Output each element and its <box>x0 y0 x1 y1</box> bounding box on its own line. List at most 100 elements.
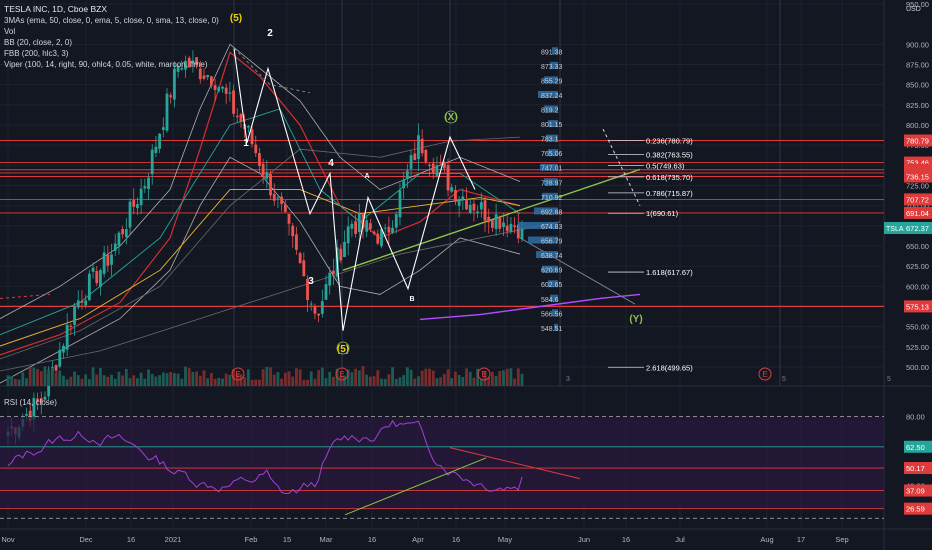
rsi-legend[interactable]: RSI (14, close) <box>4 398 57 407</box>
volume-bar <box>209 373 213 386</box>
time-tick: 17 <box>797 535 805 544</box>
volume-bar <box>479 378 483 386</box>
volume-bar <box>121 375 125 386</box>
volume-profile-bar <box>552 47 558 55</box>
candle-body <box>365 220 369 232</box>
candle-body <box>102 252 106 274</box>
volume-bar <box>154 376 158 386</box>
volume-bar <box>158 375 162 386</box>
time-tick: Sep <box>835 535 848 544</box>
time-tick: Feb <box>245 535 258 544</box>
candle-body <box>235 115 239 118</box>
volume-bar <box>420 370 424 386</box>
candle-body <box>239 114 243 122</box>
candle-body <box>110 254 113 265</box>
volume-bar <box>165 373 169 386</box>
earnings-marker-icon <box>477 367 491 381</box>
candle-body <box>209 76 213 86</box>
volume-profile-label: 765.06 <box>541 151 563 158</box>
candle-body <box>428 164 431 166</box>
volume-bar <box>169 372 173 386</box>
time-tick: 16 <box>622 535 630 544</box>
volume-bar <box>291 376 295 386</box>
volume-bar <box>10 376 14 386</box>
candle-body <box>520 227 524 239</box>
volume-bar <box>354 368 357 386</box>
volume-bar <box>498 371 502 386</box>
candle-body <box>173 68 176 100</box>
price-tick: 725.00 <box>906 182 929 191</box>
fib-label: 0.382(763.55) <box>646 150 693 159</box>
volume-profile-bar <box>546 134 558 142</box>
volume-bar <box>328 371 332 386</box>
earnings-marker-icon <box>231 367 245 381</box>
fbb-upper-line <box>0 136 521 360</box>
price-tag-text: 753.46 <box>906 159 929 168</box>
rsi-tag-text: 50.17 <box>906 464 925 473</box>
volume-bar <box>509 368 513 386</box>
wave-label-4: A <box>364 173 369 180</box>
volume-profile-bar <box>554 323 558 331</box>
candle-body <box>313 306 317 314</box>
candle-body <box>272 193 276 201</box>
volume-bar <box>417 376 420 386</box>
volume-profile-label: 837.24 <box>541 93 563 100</box>
event-count: 3 <box>566 376 570 383</box>
candle-body <box>184 60 187 70</box>
volume-profile-label: 656.79 <box>541 239 563 246</box>
volume-profile-bar <box>534 207 558 215</box>
candle-body <box>283 204 287 212</box>
volume-bar <box>62 375 65 386</box>
volume-profile-label: 873.33 <box>541 64 563 71</box>
volume-bar <box>309 371 313 386</box>
candle-body <box>269 174 272 196</box>
price-tick: 950.00 <box>906 0 929 9</box>
candle-body <box>472 203 476 211</box>
fib-levels: 0.236(780.79) 0.382(763.55) 0.5(749.63) 0.6… <box>608 136 693 372</box>
event-count: 5 <box>887 376 891 383</box>
volume-bar <box>376 370 380 386</box>
volume-profile-label: 819.2 <box>541 108 559 115</box>
candle-body <box>106 254 110 266</box>
price-tick: 700.00 <box>906 202 929 211</box>
volume-bar <box>346 369 350 386</box>
time-tick: Aug <box>760 535 773 544</box>
volume-bar <box>191 372 195 386</box>
time-tick: 2021 <box>165 535 182 544</box>
volume-bar <box>6 375 10 386</box>
price-axis: 950.00900.00875.00850.00825.00800.00775.… <box>884 0 932 372</box>
time-tick: Nov <box>1 535 15 544</box>
wave-label-1: 2 <box>267 28 273 39</box>
volume-bar <box>317 370 321 386</box>
candle-body <box>54 365 58 371</box>
price-tag <box>904 206 932 219</box>
candle-body <box>95 270 99 284</box>
candle-body <box>165 93 169 131</box>
price-tick: 850.00 <box>906 81 929 90</box>
candle-body <box>43 396 47 400</box>
volume-bar <box>173 373 176 386</box>
candle-body <box>121 228 125 235</box>
volume-bar <box>372 376 376 386</box>
volume-bar <box>221 378 224 386</box>
volume-bar <box>128 378 132 386</box>
volume-profile-bar <box>540 163 558 171</box>
volume-bar <box>343 375 346 386</box>
candle-body <box>139 188 143 206</box>
volume-bar <box>428 368 431 386</box>
fib-label: 0.5(749.63) <box>646 162 685 171</box>
volume-bar <box>387 374 391 386</box>
volume-bar <box>261 369 265 386</box>
candle-body <box>298 253 302 264</box>
candle-body <box>461 196 465 200</box>
candle-body <box>198 68 202 80</box>
price-tag <box>904 300 932 313</box>
candle-body <box>435 165 439 176</box>
candle-body <box>291 225 295 237</box>
candle-body <box>409 155 413 169</box>
rsi-resistance-trendline <box>449 447 581 480</box>
wave-label-0: (5) <box>230 13 242 24</box>
rsi-tag-text: 26.59 <box>906 505 925 514</box>
